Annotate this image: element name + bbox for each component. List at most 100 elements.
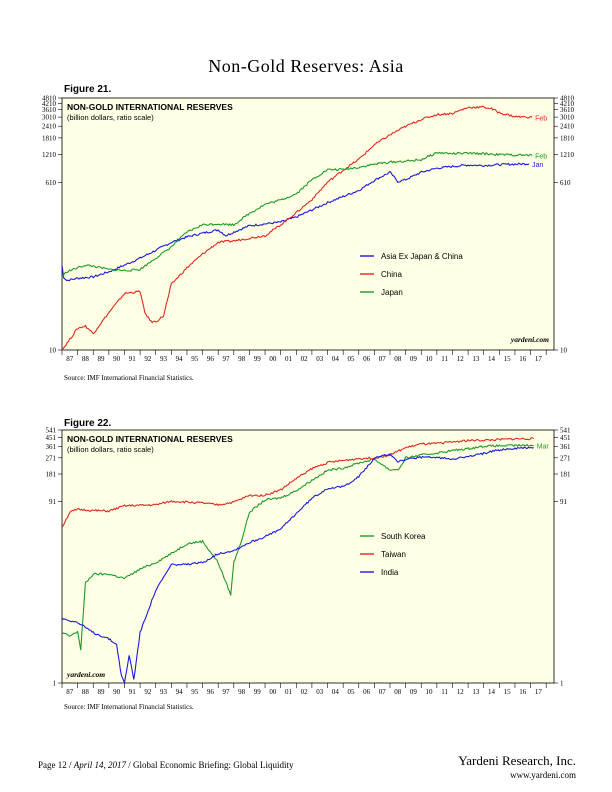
y-tick-label-right: 3610 [560, 106, 575, 114]
watermark: yardeni.com [66, 670, 105, 679]
footer-page-label: Page 12 [38, 760, 67, 770]
chart-subtitle: (billion dollars, ratio scale) [67, 113, 154, 122]
y-tick-label-right: 451 [560, 434, 571, 442]
x-tick-label: 14 [488, 688, 496, 696]
y-tick-label-right: 1810 [560, 134, 575, 142]
plot-area [61, 429, 555, 684]
x-tick-label: 90 [113, 688, 121, 696]
plot-area [61, 97, 555, 351]
x-tick-label: 15 [504, 355, 512, 363]
x-tick-label: 16 [519, 688, 527, 696]
x-tick-label: 00 [269, 688, 277, 696]
figure-22-label: Figure 22. [64, 418, 112, 429]
x-tick-label: 11 [441, 355, 448, 363]
x-tick-label: 05 [347, 355, 355, 363]
series-end-label: Mar [537, 443, 550, 450]
x-tick-label: 07 [379, 355, 387, 363]
x-tick-label: 06 [363, 355, 371, 363]
x-tick-label: 17 [535, 688, 543, 696]
x-tick-label: 91 [129, 688, 137, 696]
y-tick-label-right: 1 [560, 680, 564, 688]
footer-url[interactable]: www.yardeni.com [510, 770, 576, 780]
x-tick-label: 93 [160, 688, 168, 696]
x-tick-label: 13 [472, 355, 480, 363]
y-tick-label-right: 4210 [560, 100, 575, 108]
y-tick-label-left: 1 [53, 680, 57, 688]
legend-label: Taiwan [381, 550, 406, 559]
y-tick-label-right: 10 [560, 347, 568, 355]
y-tick-label-left: 361 [46, 443, 57, 451]
y-tick-label-left: 91 [49, 498, 57, 506]
footer-report-title: Global Economic Briefing: Global Liquidi… [133, 760, 294, 770]
x-tick-label: 08 [394, 355, 402, 363]
y-tick-label-right: 541 [560, 427, 571, 435]
chart-subtitle: (billion dollars, ratio scale) [67, 445, 154, 454]
x-tick-label: 01 [285, 688, 293, 696]
legend-label: China [381, 270, 402, 279]
x-tick-label: 87 [66, 355, 74, 363]
x-tick-label: 05 [347, 688, 355, 696]
series-line-japan [61, 151, 533, 278]
x-tick-label: 99 [254, 688, 262, 696]
x-tick-label: 03 [316, 688, 324, 696]
x-tick-label: 17 [535, 355, 543, 363]
figure-22-source: Source: IMF International Financial Stat… [64, 703, 194, 711]
x-tick-label: 95 [191, 688, 199, 696]
x-tick-label: 95 [191, 355, 199, 363]
x-tick-label: 96 [207, 355, 215, 363]
x-tick-label: 99 [254, 355, 262, 363]
y-tick-label-left: 2410 [42, 123, 57, 131]
x-tick-label: 02 [301, 688, 309, 696]
x-tick-label: 08 [394, 688, 402, 696]
x-tick-label: 11 [441, 688, 448, 696]
x-tick-label: 98 [238, 688, 246, 696]
x-tick-label: 09 [410, 688, 418, 696]
x-tick-label: 88 [82, 688, 90, 696]
y-tick-label-right: 1210 [560, 151, 575, 159]
y-tick-label-left: 3010 [42, 114, 57, 122]
legend-label: Asia Ex Japan & China [381, 252, 463, 261]
series-line-asia-ex-japan-china [61, 162, 530, 282]
figure-21-label: Figure 21. [64, 84, 112, 95]
x-tick-label: 09 [410, 355, 418, 363]
y-tick-label-left: 451 [46, 434, 57, 442]
y-tick-label-left: 4810 [42, 95, 57, 103]
figure-21-source: Source: IMF International Financial Stat… [64, 374, 194, 382]
x-tick-label: 10 [426, 355, 434, 363]
series-line-taiwan [61, 437, 535, 529]
x-tick-label: 89 [98, 688, 106, 696]
chart-title: NON-GOLD INTERNATIONAL RESERVES [67, 102, 233, 112]
x-tick-label: 94 [176, 688, 184, 696]
y-tick-label-right: 610 [560, 179, 571, 187]
y-tick-label-left: 1810 [42, 134, 57, 142]
x-tick-label: 10 [426, 688, 434, 696]
x-tick-label: 12 [457, 688, 465, 696]
y-tick-label-right: 91 [560, 498, 568, 506]
y-tick-label-right: 3010 [560, 114, 575, 122]
x-tick-label: 02 [301, 355, 309, 363]
x-tick-label: 06 [363, 688, 371, 696]
x-tick-label: 87 [66, 688, 74, 696]
x-tick-label: 90 [113, 355, 121, 363]
y-tick-label-left: 1210 [42, 151, 57, 159]
y-tick-label-right: 2410 [560, 123, 575, 131]
y-tick-label-left: 4210 [42, 100, 57, 108]
series-end-label: Feb [535, 153, 547, 160]
x-tick-label: 92 [144, 355, 152, 363]
y-tick-label-left: 610 [46, 179, 57, 187]
legend-label: Japan [381, 288, 403, 297]
y-tick-label-right: 181 [560, 471, 571, 479]
series-line-south-korea [61, 443, 534, 651]
page-title: Non-Gold Reserves: Asia [208, 56, 404, 76]
x-tick-label: 07 [379, 688, 387, 696]
x-tick-label: 00 [269, 355, 277, 363]
x-tick-label: 89 [98, 355, 106, 363]
y-tick-label-left: 541 [46, 427, 57, 435]
x-tick-label: 97 [223, 355, 231, 363]
x-tick-label: 91 [129, 355, 137, 363]
x-tick-label: 88 [82, 355, 90, 363]
y-tick-label-left: 181 [46, 471, 57, 479]
footer-company: Yardeni Research, Inc. [458, 753, 576, 768]
